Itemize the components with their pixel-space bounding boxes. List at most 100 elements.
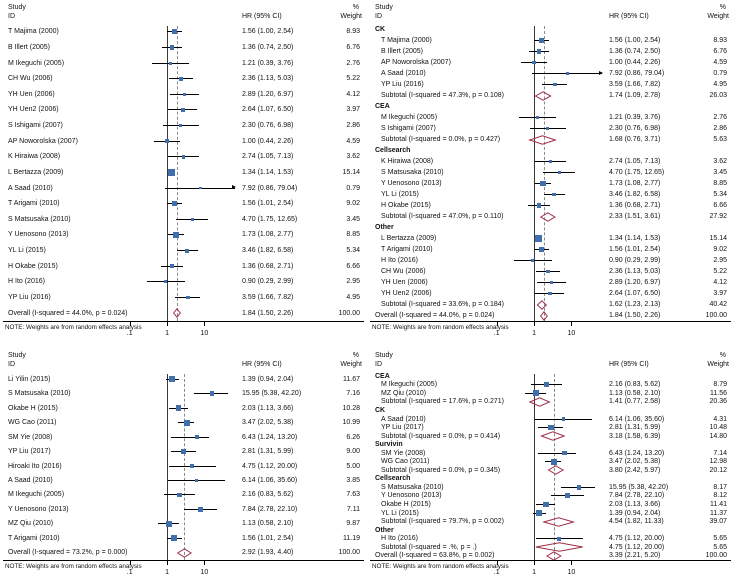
plot-cell [495,189,603,200]
study-label: Okabe H (2015) [381,500,431,508]
weight-value: 7.11 [346,505,360,513]
study-label: Li Yilin (2015) [8,375,51,383]
effect-square-marker [540,180,546,187]
weight-value: 15.14 [709,235,727,242]
effect-square-marker [175,405,182,411]
weight-value: 3.62 [346,153,360,161]
plot-cell [128,415,236,429]
weight-value: 8.93 [713,37,727,44]
plot-cell [495,255,603,266]
effect-square-marker [190,217,194,221]
study-label: H Okabe (2015) [381,202,431,209]
column-headers: Study ID HR (95% CI)% Weight [0,4,367,24]
hr-ci-value: 1.62 (1.23, 2.13) [609,301,661,308]
hr-ci-value: 1.41 (0.77, 2.58) [609,398,661,406]
effect-square-marker [166,521,172,527]
effect-square-marker [557,170,561,175]
hr-ci-value: 2.33 (1.51, 3.61) [609,213,661,220]
study-row: WG Cao (2011) 3.47 (2.02, 5.38) 12.98 [367,457,734,466]
study-label: Subtotal (I-squared = 79.7%, p = 0.002) [381,518,504,526]
study-row: Li Yilin (2015) 1.39 (0.94, 2.04) 11.67 [0,372,367,386]
plot-cell [128,517,236,531]
plot-cell [495,134,603,145]
plot-cell [128,386,236,400]
weight-value: 11.41 [710,500,727,508]
plot-cell [495,299,603,310]
hr-ci-value: 1.13 (0.58, 2.10) [609,389,661,397]
study-row: T Arigami (2010) 1.56 (1.01, 2.54) 11.19 [0,531,367,545]
hr-ci-value: 4.70 (1.75, 12.65) [242,215,298,223]
hr-ci-value: 1.00 (0.44, 2.26) [609,59,661,66]
weight-value: 0.79 [346,184,360,192]
x-axis-tick [534,322,536,326]
pooled-diamond [528,134,557,145]
study-label: Overall (I-squared = 44.0%, p = 0.024) [375,312,495,319]
pooled-row: Overall (I-squared = 73.2%, p = 0.000) 2.… [0,546,367,560]
pooled-diamond [541,516,576,527]
study-row: YL Li (2015) 1.39 (0.94, 2.04) 11.37 [367,509,734,518]
study-row: CH Wu (2006) 2.36 (1.13, 5.03) 5.22 [0,71,367,87]
effect-square-marker [536,203,542,208]
hr-ci-value: 7.84 (2.78, 22.10) [242,505,298,513]
study-row: AP Noworolska (2007) 1.00 (0.44, 2.26) 4.5… [367,57,734,68]
column-header-hr-ci: HR (95% CI) [242,361,282,368]
x-axis-line [3,560,364,561]
plot-cell [128,305,236,321]
plot-cell [495,440,603,449]
effect-square-marker [530,258,534,263]
study-label: T Arigami (2010) [8,534,60,542]
plot-cell [128,372,236,386]
rows-area: Li Yilin (2015) 1.39 (0.94, 2.04) 11.67 S M… [0,372,367,560]
plot-cell [495,475,603,484]
column-headers: Study ID HR (95% CI)% Weight [0,352,367,372]
effect-square-marker [179,124,183,128]
pooled-diamond [176,548,193,558]
plot-cell [495,277,603,288]
hr-ci-value: 3.59 (1.66, 7.82) [242,293,294,301]
study-label: Overall (I-squared = 73.2%, p = 0.000) [8,549,128,557]
x-axis-tick-label: 1 [532,330,537,337]
plot-cell [495,526,603,535]
study-label: B Illert (2005) [381,48,424,55]
hr-ci-value: 3.47 (2.02, 5.38) [609,458,661,466]
weight-value: 9.00 [346,448,360,456]
study-row: AP Noworolska (2007) 1.00 (0.44, 2.26) 4.5… [0,133,367,149]
weight-value: 26.03 [709,92,727,99]
weight-value: 2.95 [346,278,360,286]
effect-square-marker [199,186,202,190]
effect-square-marker [551,458,558,465]
study-label: S Matsusaka (2010) [8,215,71,223]
hr-ci-value: 2.89 (1.20, 6.97) [242,90,294,98]
plot-cell [128,180,236,196]
study-label: S Matsusaka (2010) [8,390,71,398]
weight-value: 4.95 [346,293,360,301]
weight-value: 5.65 [713,543,727,551]
hr-ci-value: 2.16 (0.83, 5.62) [609,381,661,389]
effect-square-marker [536,510,543,516]
effect-square-marker [181,449,187,455]
hr-ci-value: 2.81 (1.31, 5.99) [609,424,661,432]
weight-value: 2.76 [346,59,360,67]
study-label: YL Li (2015) [381,509,419,517]
x-axis-tick-label: .1 [126,569,133,576]
hr-ci-value: 1.34 (1.14, 1.53) [242,168,294,176]
plot-cell [495,178,603,189]
study-label: YP Liu (2016) [8,293,51,301]
plot-cell [128,212,236,228]
plot-cell [128,24,236,40]
study-label: H Okabe (2015) [8,262,58,270]
plot-cell [495,423,603,432]
study-row: M Ikeguchi (2005) 1.21 (0.39, 3.76) 2.76 [0,55,367,71]
plot-cell [495,266,603,277]
study-row: A Saad (2010) 6.14 (1.06, 35.60) 3.85 [0,473,367,487]
study-label: MZ Qiu (2010) [381,389,427,397]
hr-ci-value: 15.95 (5.38, 42.20) [242,390,302,398]
study-label: Overall (I-squared = 63.8%, p = 0.002) [375,552,495,560]
weight-value: 8.85 [346,231,360,239]
plot-cell [128,531,236,545]
hr-ci-value: 1.74 (1.09, 2.78) [609,92,661,99]
weight-value: 4.59 [346,137,360,145]
study-label: T Majima (2000) [381,37,432,44]
plot-cell [495,465,603,476]
study-row: MZ Qiu (2010) 1.13 (0.58, 2.10) 9.87 [0,517,367,531]
